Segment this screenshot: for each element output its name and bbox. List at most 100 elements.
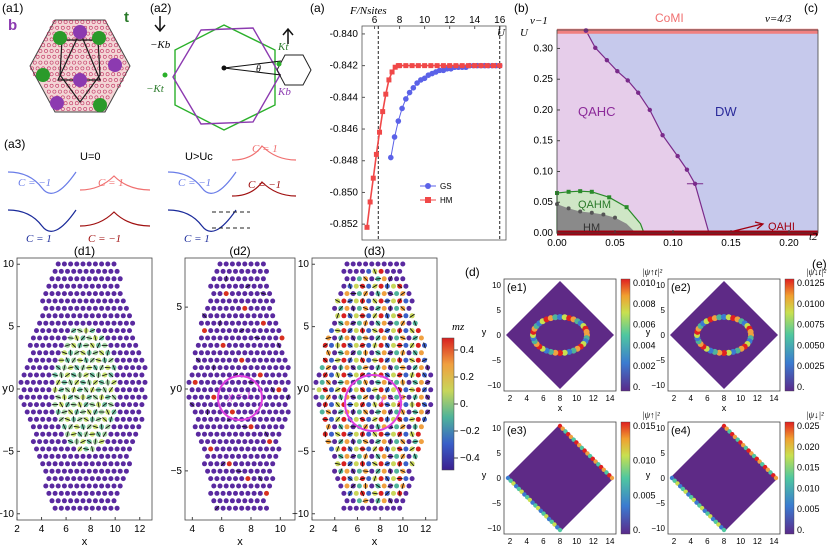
spin-site (205, 439, 211, 445)
spin-arrow (337, 381, 344, 384)
spin-site (117, 320, 123, 326)
spin-site (248, 498, 254, 504)
spin-arrow (264, 431, 269, 438)
spin-site (55, 439, 61, 445)
spin-site (127, 431, 132, 437)
spin-site (267, 350, 273, 356)
chart-a-point-gs (391, 134, 398, 140)
spin-arrow (286, 394, 290, 401)
spin-site (353, 416, 359, 422)
chart-a-ytick-label: -0.850 (330, 187, 359, 198)
spin-site (117, 453, 123, 459)
spin-arrow (399, 469, 406, 473)
spin-site (120, 416, 126, 422)
label-qahc: QAHC (578, 104, 616, 119)
spin-site (58, 490, 64, 496)
chart-a-series-line (366, 64, 500, 228)
chart-a-point-gs (388, 154, 394, 161)
chart-a-point-gs (399, 105, 405, 112)
spin-arrow (362, 439, 369, 444)
chart-a-point-gs (403, 96, 409, 102)
lattice-dot (63, 89, 68, 94)
spin-site (133, 387, 139, 393)
spin-site (133, 431, 139, 437)
spin-site (248, 276, 254, 282)
spin-site (86, 291, 92, 297)
spin-arrow (80, 335, 86, 341)
spin-arrow (376, 423, 380, 430)
panel-a-chart: (a) F/Nsites U -0.840-0.842-0.844-0.846-… (310, 1, 507, 241)
spin-site (353, 476, 359, 482)
e-edge-site (765, 467, 770, 472)
chart-a-legend-label: GS (440, 182, 452, 191)
spin-site (223, 439, 229, 445)
lattice-dot (49, 72, 54, 77)
spin-site (108, 461, 114, 467)
spin-site (226, 283, 232, 289)
spin-arrow (363, 409, 369, 415)
lattice-dot (66, 83, 71, 88)
spin-site (55, 276, 61, 282)
spin-arrow (397, 283, 403, 289)
spin-arrow (64, 387, 71, 393)
spin-arrow (334, 359, 341, 362)
spin-site (198, 409, 204, 415)
lattice-dot (111, 72, 116, 77)
spin-site (136, 379, 142, 385)
spin-site (43, 453, 49, 459)
spin-arrow (92, 380, 98, 385)
spin-arrow (93, 409, 98, 415)
spin-site (46, 342, 52, 348)
region-comi (557, 28, 818, 34)
spin-arrow (338, 454, 344, 459)
spin-site (242, 320, 248, 326)
spin-site (251, 328, 257, 334)
spin-site (242, 439, 248, 445)
spin-site (341, 328, 347, 334)
spin-site (344, 350, 350, 356)
spin-arrow (61, 351, 68, 355)
spin-arrow (95, 358, 102, 362)
e-edge-site (705, 511, 710, 516)
spin-arrow (348, 283, 352, 290)
spin-site (242, 335, 248, 341)
e-ytick-label: 5 (661, 449, 666, 458)
e-edge-site (552, 522, 557, 527)
chart-a-frame (361, 25, 507, 241)
spin-site (61, 439, 67, 445)
spin-arrow (335, 402, 340, 408)
hm-point (601, 212, 606, 217)
chart-b-y-symbol: U (520, 27, 529, 39)
e-xtick-label: 4 (688, 394, 693, 403)
spin-site (338, 483, 344, 489)
spin-site (136, 424, 142, 430)
spin-site (264, 313, 269, 319)
spin-site (229, 335, 235, 341)
spin-arrow (372, 461, 378, 466)
e-edge-site (593, 459, 598, 464)
spin-site (366, 490, 372, 496)
spin-site (248, 261, 254, 267)
spin-site (105, 320, 111, 326)
chart-a-point-gs (410, 85, 417, 91)
spin-site (391, 357, 396, 363)
spin-site (415, 431, 421, 437)
lattice-dot (111, 83, 116, 88)
spin-site (52, 446, 58, 452)
d-ytick-label: 5 (176, 302, 182, 313)
spin-site (245, 357, 251, 363)
chart-a-xtick-label: 8 (397, 15, 403, 26)
spin-site (89, 313, 95, 319)
chart-a-legend-marker (425, 183, 431, 189)
spin-arrow (412, 440, 419, 443)
chart-a-plot: -0.840-0.842-0.844-0.846-0.848-0.850-0.8… (330, 15, 507, 241)
spin-site (381, 365, 387, 371)
spin-site (242, 453, 248, 459)
spin-site (217, 305, 223, 311)
spin-site (130, 424, 136, 430)
spin-site (205, 305, 211, 311)
spin-site (332, 424, 338, 430)
spin-site (83, 313, 89, 319)
spin-arrow (322, 357, 328, 363)
spin-site (260, 424, 266, 430)
